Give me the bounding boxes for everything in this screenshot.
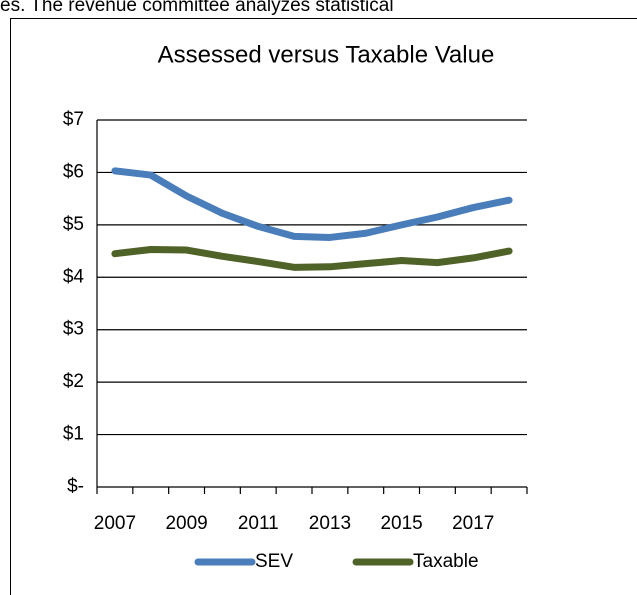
page-text: es. The revenue committee analyzes stati… — [0, 0, 394, 16]
x-tick-label: 2015 — [380, 513, 422, 534]
y-tick-label: $- — [67, 476, 84, 497]
y-tick-label: $3 — [63, 319, 84, 340]
series-line — [111, 245, 513, 271]
x-tick-label: 2013 — [309, 513, 351, 534]
y-tick-label: $5 — [63, 214, 84, 235]
legend-label: Taxable — [413, 551, 479, 572]
x-tick-label: 2007 — [94, 513, 136, 534]
y-tick-label: $7 — [63, 109, 84, 130]
series-line — [111, 167, 513, 241]
chart-title: Assessed versus Taxable Value — [158, 41, 495, 68]
x-tick-label: 2017 — [452, 513, 494, 534]
x-tick-label: 2011 — [238, 513, 279, 534]
y-tick-label: $1 — [63, 424, 84, 445]
chart-border — [10, 18, 637, 595]
y-tick-label: $4 — [63, 266, 85, 287]
x-tick-label: 2009 — [165, 513, 207, 534]
y-tick-label: $2 — [63, 371, 84, 392]
y-tick-label: $6 — [63, 161, 84, 182]
legend-label: SEV — [255, 551, 293, 572]
